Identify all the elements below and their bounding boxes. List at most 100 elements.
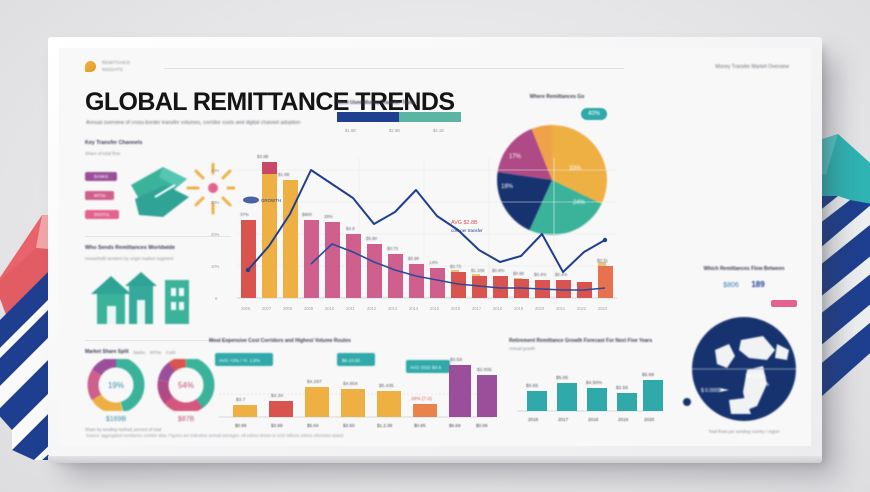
lower-bar-3[interactable] [341, 389, 365, 417]
donut-1-center: 19% [108, 381, 124, 390]
header-right-label: Money Transfer Market Overview [715, 64, 789, 70]
bar-2009[interactable] [304, 220, 319, 298]
rail-divider-2 [85, 340, 231, 342]
teal-bar-2018[interactable] [587, 387, 607, 411]
lower-bar-2[interactable] [305, 387, 329, 417]
teal-val-1: $5.05 [556, 375, 568, 381]
pie-title: Where Remittances Go [529, 94, 585, 100]
bar-2010[interactable] [325, 222, 340, 298]
bar-2014[interactable] [409, 264, 424, 298]
kpi-stacked-panel: Most Used Money Transfer Tools $1.5B $2.… [337, 100, 467, 141]
lower-label-5: 18% (7.0) [411, 396, 432, 402]
teal-val-2: $4.50% [586, 380, 603, 386]
pie-slice-africa[interactable] [531, 124, 552, 180]
teal-bar-2016[interactable] [527, 390, 547, 411]
bar-label-10: $0.73 [450, 264, 462, 269]
x-tick-16: 2022 [577, 306, 587, 311]
teal-bar-2019[interactable] [617, 392, 637, 411]
teal-bar-2020[interactable] [643, 379, 663, 411]
logo-mark-icon [85, 61, 96, 73]
lower-bar-6[interactable] [449, 365, 471, 417]
y-tick-1: 10% [211, 264, 220, 269]
infographic-poster: REMITTANCE INSIGHTS Money Transfer Marke… [59, 48, 811, 446]
bar-label-8: $0.99 [408, 256, 420, 261]
lower-bar-7[interactable] [477, 375, 497, 417]
bar-2021[interactable] [556, 280, 571, 298]
donut-chart-2: 54% $87B [155, 356, 217, 424]
donut-legend-3: Cash [166, 349, 176, 355]
bar-label-9: 14% [429, 260, 438, 265]
bar-label-7: $0.73 [387, 246, 399, 251]
bar-label-11: $1.108 [471, 268, 485, 273]
bar-2018[interactable] [493, 276, 508, 298]
bar-label-13: $0.96 [513, 271, 525, 276]
lower-callout-1: AVG +2% / Yr. 1.9% [219, 358, 260, 363]
rail-divider-1 [85, 236, 231, 238]
lower-bar-5[interactable] [413, 404, 437, 417]
lower-cat-0: $0.95 [235, 423, 247, 428]
pill-digital: DIGITAL [85, 210, 119, 220]
bar-label-14: $0.4% [534, 272, 547, 277]
bar-2011[interactable] [346, 234, 361, 298]
bar-2015[interactable] [430, 268, 445, 298]
pill-mtos: MTOs [85, 191, 115, 201]
bar-2023[interactable] [598, 266, 613, 298]
lower-bar-4[interactable] [377, 391, 401, 417]
globe-dot-marker [683, 398, 691, 406]
lower-bar-1[interactable] [269, 401, 293, 417]
lower-cat-3: $3.50 [343, 423, 355, 428]
plane-icons [719, 374, 753, 392]
y-tick-2: 20% [211, 232, 220, 237]
lower-label-6: $0.59 [450, 357, 462, 363]
trend-line [247, 169, 606, 273]
bar-2017[interactable] [472, 276, 487, 298]
pill-banks: BANKS [85, 172, 118, 182]
bar-2008[interactable] [283, 180, 298, 298]
x-tick-8: 2014 [409, 306, 419, 311]
pie-slice-mideast[interactable] [497, 172, 552, 231]
rail-block1-sub: Share of total flow [85, 151, 121, 156]
lower-label-1: $4.34 [271, 393, 283, 399]
bar-label-17: $0.31 [597, 258, 609, 263]
bar-2013[interactable] [388, 254, 403, 298]
brand-line-2: INSIGHTS [102, 66, 123, 72]
bar-label-3: $800 [302, 212, 312, 217]
donut-1-caption: $169B [105, 416, 127, 424]
lower-label-3: $4.804 [343, 381, 358, 387]
globe-label-2: $ 0.0005 [701, 388, 721, 394]
bar-2012[interactable] [367, 244, 382, 298]
svg-text:AVG $2.8B: AVG $2.8B [451, 220, 478, 226]
lower-label-4: $5.435 [379, 383, 394, 389]
globe-map-panel: Which Remittances Flow Between $806 189 [669, 266, 811, 434]
lower-callout-3: AVG 2022 $4.8 [410, 365, 442, 370]
rail-block2-title: Who Sends Remittances Worldwide [85, 245, 175, 252]
pie-slice-asia[interactable] [552, 125, 607, 204]
donut-group: 19% $169B [85, 356, 231, 424]
kpi-tick-2: $2.9B [389, 128, 400, 133]
globe-title: Which Remittances Flow Between [703, 266, 785, 272]
y-tick-3: 30% [211, 200, 220, 205]
svg-text:cost per transfer: cost per transfer [451, 228, 483, 233]
lower-bar-0[interactable] [233, 405, 257, 417]
bar-2016[interactable] [451, 272, 466, 298]
main-combo-chart: 0 10% 20% 30% 40% [209, 140, 619, 330]
donut-chart-1: 19% $169B [85, 356, 147, 424]
teal-cat-3: 2019 [618, 417, 629, 422]
globe-footnote: Total flows per sending country / region [708, 429, 780, 434]
brand-line-1: REMITTANCE [102, 60, 131, 65]
teal-bars-chart: Retirement Remittance Growth Forecast Fo… [509, 338, 667, 436]
lower-bars-title: Most Expensive Cost Corridors and Highes… [209, 338, 351, 344]
bar-2006[interactable] [241, 220, 256, 298]
pie-slice-europe[interactable] [497, 128, 552, 180]
lower-callout-2: $6.10.50 [342, 358, 360, 363]
bar-label-2: $1.6B [278, 172, 290, 177]
teal-val-4: $5.68 [642, 372, 654, 378]
bar-2007[interactable] [262, 162, 277, 298]
x-tick-10: 2016 [451, 306, 461, 311]
brand-logo: REMITTANCE INSIGHTS [85, 60, 130, 73]
teal-bar-2017[interactable] [557, 382, 577, 411]
pie-slice-latam[interactable] [529, 180, 602, 235]
x-tick-7: 2013 [388, 306, 398, 311]
donut-2-caption: $87B [177, 416, 195, 424]
